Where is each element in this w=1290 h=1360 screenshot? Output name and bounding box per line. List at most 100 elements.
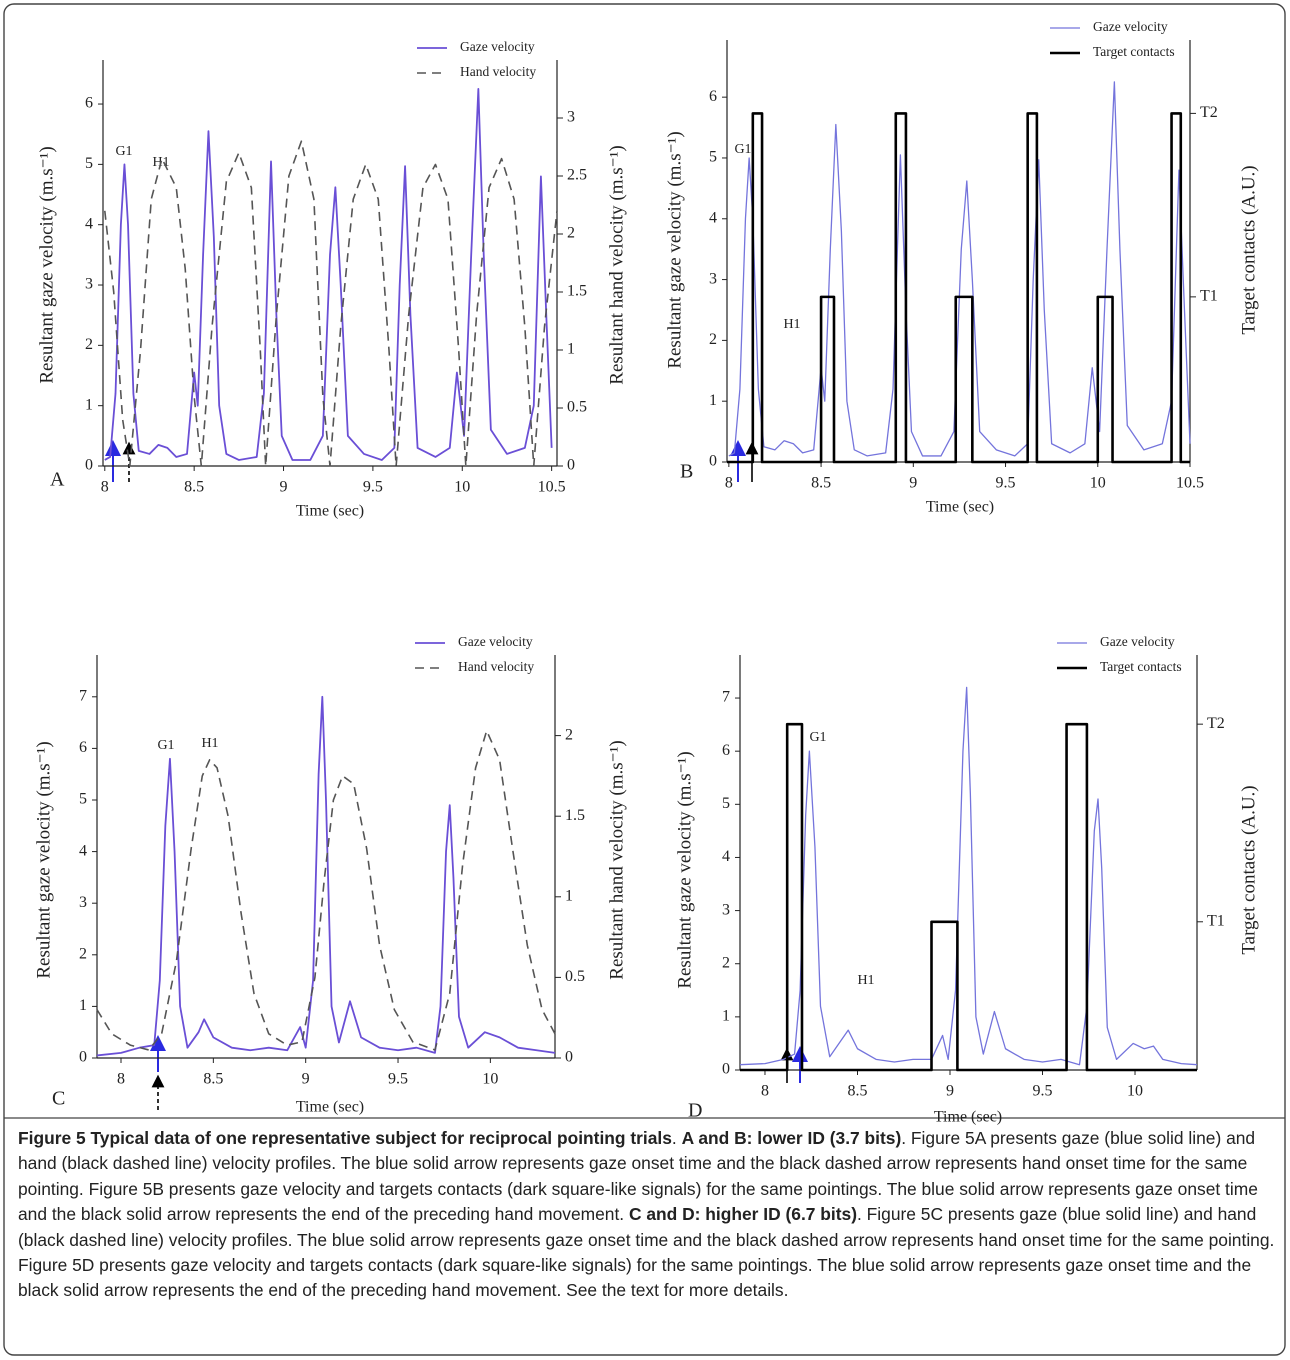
- legend-label: Gaze velocity: [460, 39, 535, 54]
- y2-tick-label: 3: [567, 109, 575, 126]
- x-tick-label: 9: [909, 475, 917, 492]
- y-tick-label: 4: [85, 215, 93, 232]
- peak-annotation: H1: [857, 973, 874, 988]
- x-tick-label: 8.5: [184, 479, 204, 496]
- y-tick-label: 2: [709, 331, 717, 348]
- peak-annotation: G1: [809, 730, 826, 745]
- series-line: [104, 88, 553, 461]
- y2-tick-label: 0: [567, 457, 575, 474]
- x-tick-label: 10: [1127, 1083, 1143, 1100]
- y-tick-label: 7: [722, 689, 730, 706]
- y-tick-label: 5: [79, 791, 87, 808]
- caption-text: . Figure 5C presents gaze (blue solid li…: [18, 1204, 1275, 1301]
- y-axis-title: Resultant gaze velocity (m.s⁻¹): [36, 146, 57, 383]
- y2-axis-title: Resultant hand velocity (m.s⁻¹): [606, 740, 627, 979]
- x-tick-label: 10.5: [1176, 475, 1204, 492]
- x-axis-title: Time (sec): [934, 1109, 1002, 1126]
- y-tick-label: 5: [85, 155, 93, 172]
- y2-tick-label: 1: [567, 341, 575, 358]
- y-tick-label: 0: [79, 1049, 87, 1066]
- peak-annotation: H1: [783, 317, 800, 332]
- figure-border: [3, 3, 1286, 1356]
- y-tick-label: 2: [79, 945, 87, 962]
- x-tick-label: 8: [761, 1083, 769, 1100]
- peak-annotation: G1: [157, 738, 174, 753]
- x-tick-label: 8: [117, 1071, 125, 1088]
- x-axis-title: Time (sec): [296, 503, 364, 520]
- legend-label: Gaze velocity: [1100, 634, 1175, 649]
- y2-tick-label: T1: [1200, 288, 1218, 305]
- x-tick-label: 9: [946, 1083, 954, 1100]
- legend-label: Hand velocity: [460, 64, 536, 79]
- y-tick-label: 5: [709, 149, 717, 166]
- y-axis-title: Resultant gaze velocity (m.s⁻¹): [33, 741, 54, 978]
- y-tick-label: 3: [709, 270, 717, 287]
- x-tick-label: 9.5: [363, 479, 383, 496]
- series-line: [96, 695, 556, 1057]
- y2-tick-label: 0: [565, 1049, 573, 1066]
- y-tick-label: 1: [85, 396, 93, 413]
- series-line: [739, 686, 1198, 1066]
- y-tick-label: 3: [85, 276, 93, 293]
- y-tick-label: 6: [79, 739, 87, 756]
- legend-label: Hand velocity: [458, 659, 534, 674]
- y2-tick-label: T1: [1207, 912, 1225, 929]
- x-tick-label: 8.5: [811, 475, 831, 492]
- x-tick-label: 9: [280, 479, 288, 496]
- y2-tick-label: 0.5: [565, 968, 585, 985]
- x-tick-label: 9.5: [388, 1071, 408, 1088]
- y2-tick-label: T2: [1200, 104, 1218, 121]
- y-tick-label: 6: [709, 88, 717, 105]
- caption-bold: Figure 5 Typical data of one representat…: [18, 1128, 672, 1148]
- x-tick-label: 8: [101, 479, 109, 496]
- x-tick-label: 10: [1090, 475, 1106, 492]
- y-tick-label: 4: [79, 842, 87, 859]
- y-tick-label: 7: [79, 687, 87, 704]
- y-tick-label: 4: [709, 209, 717, 226]
- y-tick-label: 3: [722, 901, 730, 918]
- y-tick-label: 6: [85, 95, 93, 112]
- legend-label: Target contacts: [1093, 44, 1175, 59]
- y-tick-label: 2: [85, 336, 93, 353]
- peak-annotation: H1: [201, 736, 218, 751]
- x-axis-title: Time (sec): [926, 499, 994, 516]
- y-tick-label: 2: [722, 954, 730, 971]
- x-tick-label: 9.5: [1033, 1083, 1053, 1100]
- x-tick-label: 8: [725, 475, 733, 492]
- y-tick-label: 4: [722, 848, 730, 865]
- x-tick-label: 10: [454, 479, 470, 496]
- caption-text: .: [671, 1128, 682, 1148]
- y2-tick-label: 2: [567, 225, 575, 242]
- y-tick-label: 1: [722, 1008, 730, 1025]
- caption-text: . Figure 5A presents gaze (blue solid li…: [18, 1128, 1258, 1225]
- y-tick-label: 0: [709, 453, 717, 470]
- panel-label: B: [680, 461, 693, 483]
- x-tick-label: 8.5: [203, 1071, 223, 1088]
- x-tick-label: 10: [482, 1071, 498, 1088]
- y2-axis-title: Resultant hand velocity (m.s⁻¹): [606, 145, 627, 384]
- figure-caption: Figure 5 Typical data of one representat…: [18, 1126, 1276, 1304]
- y2-axis-title: Target contacts (A.U.): [1238, 165, 1259, 334]
- series-line: [96, 729, 556, 1051]
- x-tick-label: 10.5: [538, 479, 566, 496]
- x-tick-label: 8.5: [847, 1083, 867, 1100]
- y2-tick-label: 1.5: [567, 283, 587, 300]
- y-axis-title: Resultant gaze velocity (m.s⁻¹): [664, 131, 685, 368]
- y-tick-label: 5: [722, 795, 730, 812]
- legend-label: Gaze velocity: [1093, 19, 1168, 34]
- y2-tick-label: 0.5: [567, 399, 587, 416]
- y-axis-title: Resultant gaze velocity (m.s⁻¹): [674, 751, 695, 988]
- y-tick-label: 3: [79, 894, 87, 911]
- x-axis-title: Time (sec): [296, 1099, 364, 1116]
- panel-label: A: [50, 469, 65, 491]
- peak-annotation: G1: [734, 142, 751, 157]
- y-tick-label: 0: [722, 1061, 730, 1078]
- caption-bold: C and D: higher ID (6.7 bits): [628, 1204, 858, 1225]
- panel-label: D: [688, 1100, 702, 1122]
- legend-label: Target contacts: [1100, 659, 1182, 674]
- panel-label: C: [52, 1088, 65, 1110]
- y-tick-label: 6: [722, 742, 730, 759]
- peak-annotation: G1: [115, 144, 132, 159]
- x-tick-label: 9: [302, 1071, 310, 1088]
